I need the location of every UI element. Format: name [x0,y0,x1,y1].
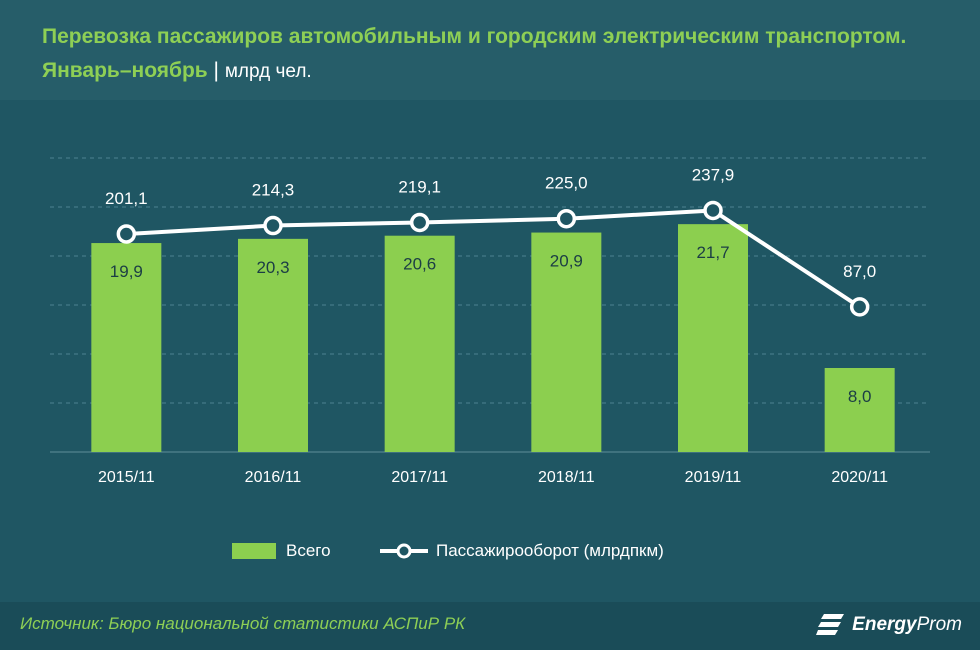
line-point [556,208,577,229]
legend-item-bar: Всего [232,536,331,566]
line-value-label: 219,1 [398,177,441,196]
x-tick-label: 2015/11 [98,469,155,486]
logo-text-bold: Energy [852,614,917,635]
footer: Источник: Бюро национальной статистики А… [0,602,980,650]
legend-bar-swatch [232,543,276,559]
x-tick-label: 2019/11 [685,469,742,486]
bar-value-label: 21,7 [696,243,729,262]
chart-title: Перевозка пассажиров автомобильным и гор… [42,20,942,89]
logo-text: EnergyProm [852,614,962,636]
gridlines [50,157,930,453]
bar [531,232,602,452]
title-text: Перевозка пассажиров автомобильным и гор… [42,25,907,82]
chart-area: 19,9 20,3 20,6 20,9 21,78,0 201,1 214,3 219,1 2… [50,157,930,486]
legend-line-label: Пассажирооборот (млрдпкм) [436,541,664,560]
source-note: Источник: Бюро национальной статистики А… [20,614,466,633]
bar [824,368,895,452]
legend-item-line: Пассажирооборот (млрдпкм) [380,536,664,566]
legend: Всего Пассажирооборот (млрдпкм) [0,536,980,566]
x-tick-label: 2017/11 [391,469,448,486]
line-point [849,297,870,317]
header-band [0,0,980,100]
bar [678,224,748,452]
line-labels: 201,1 214,3 219,1 225,0 237,9 87,0 [105,165,876,280]
bar [91,243,162,452]
line-series [116,200,870,317]
bar-labels: 19,9 20,3 20,6 20,9 21,7 8,0 [110,243,872,406]
x-tick-label: 2018/11 [538,469,595,486]
bar [238,238,308,452]
logo-icon [816,614,845,635]
logo-text-light: Prom [916,614,962,635]
x-tick-labels: 2015/11 2016/11 2017/11 2018/11 2019/11 2020/… [98,469,888,486]
line-value-label: 237,9 [692,165,735,184]
line-value-label: 214,3 [252,181,295,200]
legend-line-key [380,543,428,559]
line-value-label: 201,1 [105,189,148,208]
line-point [263,215,283,236]
bar [384,235,455,452]
bar-value-label: 20,6 [403,255,436,274]
bar-value-label: 20,9 [550,252,583,271]
legend-bar-label: Всего [286,541,331,560]
energyprom-logo: EnergyProm [816,612,962,638]
line-path [126,208,861,309]
line-point [703,200,723,221]
bars [91,224,895,452]
x-tick-label: 2016/11 [245,469,302,486]
line-value-label: 87,0 [843,262,876,281]
line-value-label: 225,0 [545,174,588,193]
bar-value-label: 8,0 [848,387,872,406]
bar-value-label: 20,3 [256,258,289,277]
x-tick-label: 2020/11 [831,469,888,486]
bar-value-label: 19,9 [110,262,143,281]
line-point [409,212,430,233]
title-unit: млрд чел. [224,61,312,82]
line-point [116,224,137,244]
title-separator: | [213,59,220,82]
